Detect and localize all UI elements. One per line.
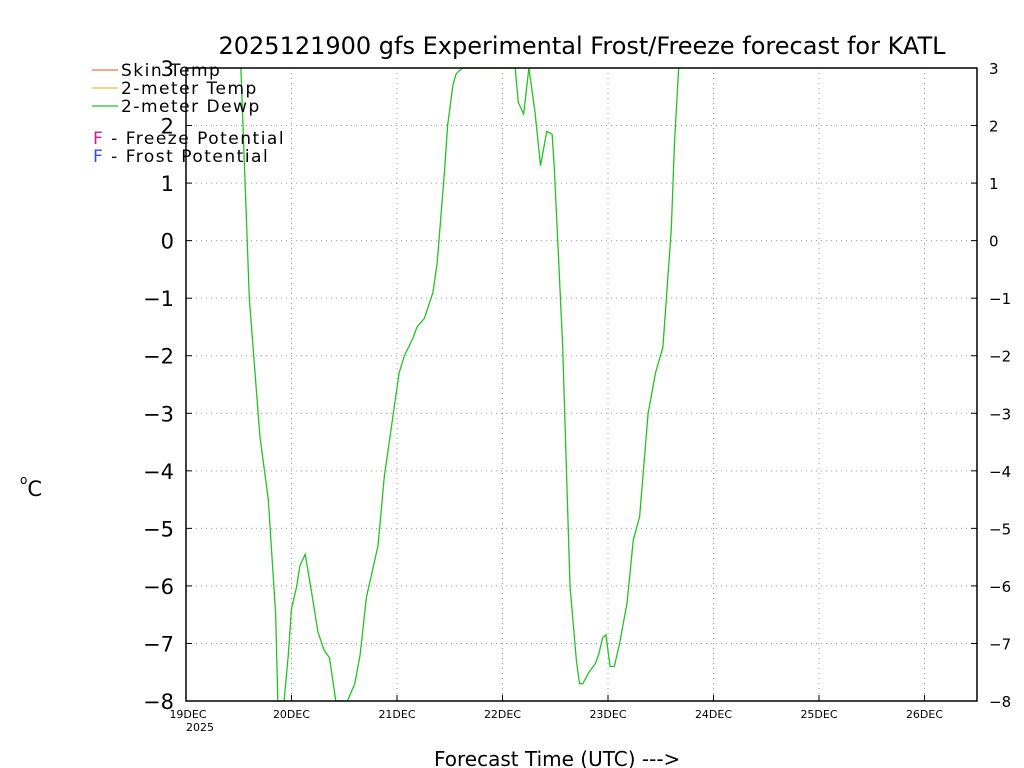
y-tick-label-left: −6 — [143, 575, 174, 599]
x-tick-label: 22DEC — [484, 708, 521, 721]
potential-marker: F — [93, 129, 104, 149]
potential-label: - Frost Potential — [104, 147, 269, 167]
legend-label: Skin Temp — [121, 61, 221, 81]
y-tick-label-left: 2 — [161, 115, 174, 139]
gridlines — [186, 68, 977, 701]
y-tick-label-left: 3 — [161, 57, 174, 81]
y-tick-label-left: −8 — [143, 690, 174, 714]
y-tick-label-left: −3 — [143, 402, 174, 426]
y-tick-label-right: −3 — [989, 405, 1011, 423]
y-tick-label-right: −8 — [989, 693, 1011, 711]
y-tick-label-right: −1 — [989, 290, 1011, 308]
y-tick-label-right: −7 — [989, 635, 1011, 653]
y-tick-label-left: −7 — [143, 632, 174, 656]
x-axis-label: Forecast Time (UTC) ---> — [434, 747, 680, 768]
y-tick-label-left: 0 — [161, 230, 174, 254]
y-tick-label-left: −2 — [143, 345, 174, 369]
x-tick-label: 20DEC — [273, 708, 310, 721]
potential-marker: F — [93, 147, 104, 167]
data-series — [240, 67, 680, 702]
x-tick-label: 23DEC — [589, 708, 626, 721]
y-tick-label-left: −4 — [143, 460, 174, 484]
x-tick-label: 21DEC — [378, 708, 415, 721]
y-tick-label-right: 2 — [989, 118, 999, 136]
chart-title: 2025121900 gfs Experimental Frost/Freeze… — [218, 32, 946, 60]
y-tick-label-right: −2 — [989, 348, 1011, 366]
y-tick-label-right: −4 — [989, 463, 1011, 481]
y-tick-label-right: −5 — [989, 520, 1011, 538]
series-line-2-meter-dewp — [240, 67, 680, 702]
legend-label: 2-meter Temp — [121, 79, 258, 99]
y-axis-unit: C — [27, 477, 42, 501]
x-tick-label: 24DEC — [695, 708, 732, 721]
x-tick-sublabel: 2025 — [186, 721, 214, 734]
potential-legend-entry: F - Frost Potential — [93, 147, 269, 167]
potential-legend-entry: F - Freeze Potential — [93, 129, 285, 149]
x-tick-label: 19DEC — [169, 708, 206, 721]
legend-label: 2-meter Dewp — [121, 97, 261, 117]
y-tick-label-left: −1 — [143, 287, 174, 311]
y-tick-label-right: 3 — [989, 60, 999, 78]
plot-frame — [185, 67, 978, 702]
potential-label: - Freeze Potential — [104, 129, 285, 149]
y-tick-label-right: 1 — [989, 175, 999, 193]
y-tick-label-right: 0 — [989, 233, 999, 251]
y-tick-label-left: 1 — [161, 172, 174, 196]
y-tick-label-right: −6 — [989, 578, 1011, 596]
y-tick-label-left: −5 — [143, 517, 174, 541]
y-axis-label: oC — [20, 473, 42, 501]
x-tick-label: 25DEC — [800, 708, 837, 721]
y-axis-ticks: 3 3 2 2 1 1 0 0 −1 −1 −2 −2 −3 −3 −4 −4 −5 −5 −6 −6 −7 −7 −8 −8 — [143, 57, 1011, 714]
x-tick-label: 26DEC — [906, 708, 943, 721]
degree-mark: o — [20, 473, 27, 487]
